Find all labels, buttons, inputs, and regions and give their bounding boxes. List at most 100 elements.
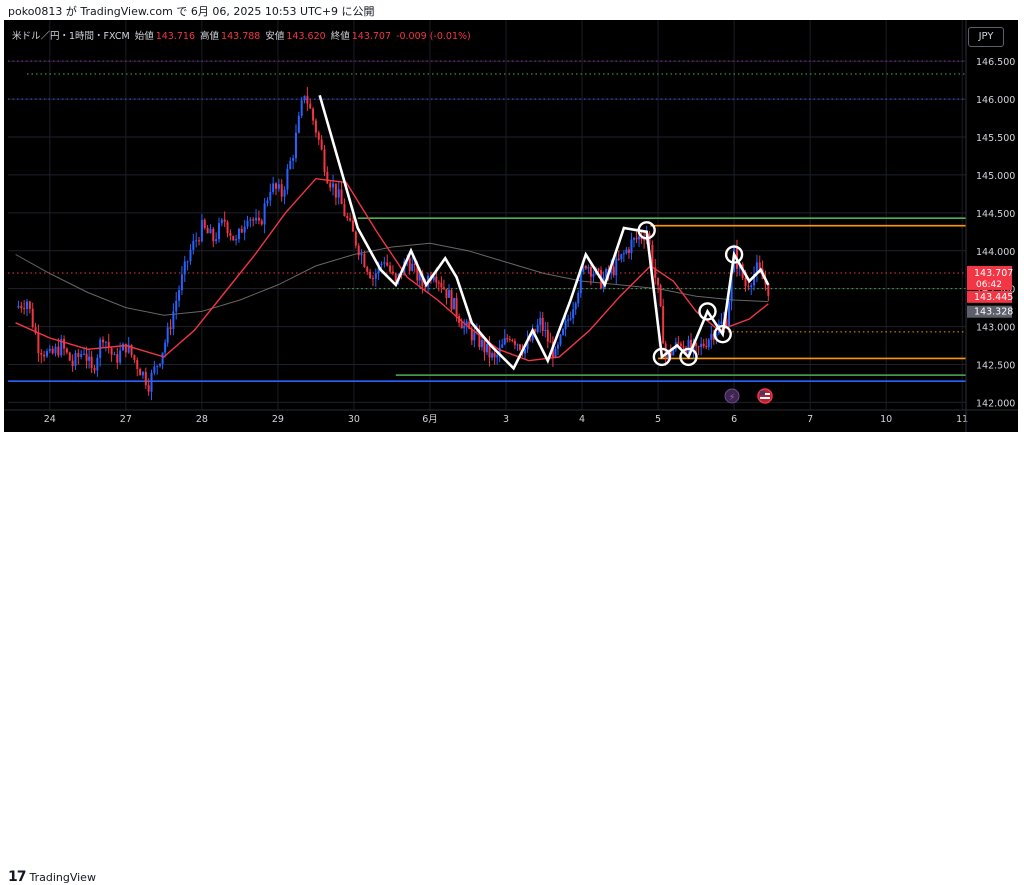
candle-body	[113, 354, 116, 356]
candle-body	[130, 344, 133, 356]
candle-body	[203, 219, 206, 228]
news-event-icon[interactable]	[724, 388, 740, 404]
lightning-icon: ⚡	[729, 393, 735, 403]
candle-body	[574, 303, 577, 310]
candle-body	[223, 219, 226, 222]
pivot-markers[interactable]	[637, 221, 744, 367]
candle-body	[215, 239, 218, 242]
candle-body	[209, 228, 212, 234]
y-tick-label: 143.000	[976, 323, 1015, 334]
event-icons[interactable]: ⚡	[724, 388, 773, 404]
candle-body	[212, 228, 215, 242]
high-value: 143.788	[221, 31, 261, 42]
candle-body	[303, 95, 306, 101]
pivot-marker[interactable]	[698, 302, 717, 321]
pivot-marker[interactable]	[724, 245, 744, 264]
candle-body	[541, 317, 544, 331]
pivot-marker[interactable]	[679, 347, 698, 367]
candle-body	[40, 353, 43, 355]
candle-body	[651, 244, 654, 268]
ma-slow-line	[15, 242, 769, 316]
candle-body	[320, 139, 323, 150]
candle-body	[648, 233, 651, 245]
candle-body	[43, 354, 46, 357]
candle-body	[164, 342, 167, 353]
candle-body	[679, 343, 682, 347]
candle-body	[635, 238, 638, 240]
candle-body	[226, 221, 229, 234]
flag-canton	[760, 391, 765, 395]
pivot-marker[interactable]	[637, 221, 656, 240]
candle-body	[153, 366, 156, 373]
candle-body	[460, 322, 463, 329]
candle-body	[659, 285, 662, 307]
candle-body	[349, 218, 352, 221]
candle-body	[480, 339, 483, 348]
candle-body	[172, 311, 175, 330]
candle-body	[309, 103, 312, 109]
candle-body	[630, 239, 633, 253]
candle-body	[51, 348, 54, 354]
candle-body	[508, 339, 511, 341]
candle-body	[475, 331, 478, 333]
candle-body	[121, 343, 124, 351]
y-tick-label: 142.000	[976, 398, 1015, 409]
candle-body	[587, 266, 590, 269]
candle-body	[326, 171, 329, 184]
candle-body	[286, 168, 289, 190]
pivot-marker[interactable]	[713, 324, 732, 344]
candle-body	[536, 324, 539, 332]
x-tick-label: 28	[196, 414, 208, 425]
open-label: 始値	[134, 31, 154, 42]
candle-body	[195, 240, 198, 242]
candle-body	[192, 240, 195, 250]
candle-body	[48, 348, 51, 352]
candle-body	[544, 329, 547, 331]
candle-body	[579, 271, 582, 294]
ma-fast-series	[15, 177, 769, 362]
close-value: 143.707	[351, 31, 392, 42]
candle-body	[71, 360, 74, 366]
price-chart[interactable]: 146.500 146.000 145.500 145.000 144.500 144.0…	[0, 0, 1024, 457]
candle-body	[371, 278, 374, 280]
candle-body	[107, 341, 110, 349]
candle-body	[45, 351, 48, 357]
candle-body	[534, 329, 537, 332]
candle-body	[549, 341, 552, 343]
candle-body	[17, 305, 20, 308]
candle-body	[343, 204, 346, 217]
zigzag-drawing[interactable]	[318, 94, 770, 371]
candle-body	[567, 319, 570, 321]
candle-body	[206, 227, 209, 234]
candle-body	[418, 273, 421, 281]
pivot-marker[interactable]	[652, 347, 672, 367]
ma-slow-series	[15, 242, 769, 316]
y-tick-label: 144.500	[976, 209, 1015, 220]
candle-body	[445, 289, 448, 298]
candle-body	[269, 191, 272, 201]
candle-body	[383, 262, 386, 264]
candle-body	[139, 368, 142, 376]
brand-name: TradingView	[29, 870, 96, 884]
candle-body	[615, 258, 618, 276]
candle-body	[175, 300, 178, 312]
tradingview-brand[interactable]: 17 TradingView	[8, 869, 96, 885]
candle-body	[562, 329, 565, 335]
countdown-text: 06:42	[976, 280, 1002, 290]
candle-body	[277, 184, 280, 189]
candle-body	[516, 344, 519, 346]
candle-body	[178, 290, 181, 301]
candle-body	[432, 276, 435, 281]
ohlc-legend: 米ドル／円・1時間・FXCM 始値 143.716 高値 143.788 安値 143…	[12, 28, 473, 42]
candle-body	[705, 346, 708, 348]
flag-stripe	[760, 397, 770, 399]
candle-body	[266, 200, 269, 204]
zigzag-path[interactable]	[318, 94, 770, 371]
candle-body	[695, 343, 698, 347]
candle-body	[442, 287, 445, 290]
candle-body	[450, 290, 453, 310]
currency-selector[interactable]: JPY	[968, 27, 1004, 47]
candle-body	[93, 367, 96, 371]
x-tick-label: 10	[880, 414, 892, 425]
